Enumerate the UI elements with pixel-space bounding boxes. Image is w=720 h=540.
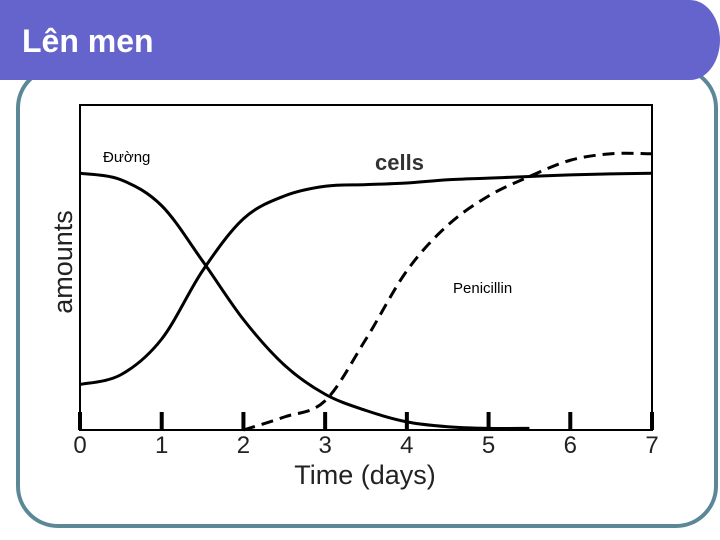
x-tick-label: 0 [73, 432, 86, 459]
series-label: Đường [103, 149, 150, 166]
x-tick-label: 6 [564, 432, 577, 459]
x-tick-label: 3 [318, 432, 331, 459]
y-axis-label: amounts [48, 210, 78, 314]
x-tick-label: 4 [400, 432, 413, 459]
x-tick-label: 2 [237, 432, 250, 459]
series-label: cells [375, 150, 424, 175]
series-line [79, 171, 530, 430]
slide-title: Lên men [22, 23, 154, 59]
series-label: Penicillin [453, 280, 512, 297]
x-tick-label: 5 [482, 432, 495, 459]
x-tick-label: 7 [645, 432, 658, 459]
x-tick-label: 1 [155, 432, 168, 459]
series-line [79, 171, 653, 386]
content-frame [16, 66, 718, 528]
title-band [0, 0, 720, 80]
plot-frame [79, 104, 653, 431]
x-axis-label: Time (days) [294, 460, 436, 490]
